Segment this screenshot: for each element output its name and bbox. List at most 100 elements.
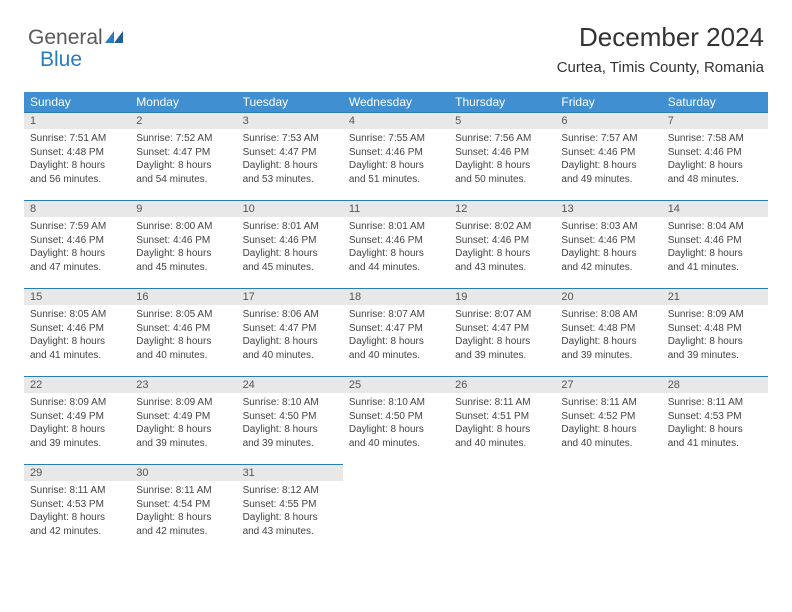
calendar-table: SundayMondayTuesdayWednesdayThursdayFrid… [24,92,768,552]
weekday-header: Tuesday [237,92,343,112]
daylight-line1: Daylight: 8 hours [30,423,124,437]
sunrise-line: Sunrise: 8:11 AM [561,396,655,410]
sunset-line: Sunset: 4:46 PM [136,322,230,336]
daylight-line2: and 51 minutes. [349,173,443,187]
day-number: 30 [130,464,236,481]
sunrise-line: Sunrise: 8:07 AM [455,308,549,322]
sunrise-line: Sunrise: 8:08 AM [561,308,655,322]
calendar-day-cell: 9Sunrise: 8:00 AMSunset: 4:46 PMDaylight… [130,200,236,288]
daylight-line2: and 39 minutes. [30,437,124,451]
daylight-line1: Daylight: 8 hours [136,511,230,525]
day-details: Sunrise: 7:55 AMSunset: 4:46 PMDaylight:… [343,129,449,188]
calendar-day-cell: 22Sunrise: 8:09 AMSunset: 4:49 PMDayligh… [24,376,130,464]
calendar-day-cell [449,464,555,552]
sunrise-line: Sunrise: 8:07 AM [349,308,443,322]
daylight-line2: and 42 minutes. [561,261,655,275]
weekday-header: Monday [130,92,236,112]
calendar-day-cell: 13Sunrise: 8:03 AMSunset: 4:46 PMDayligh… [555,200,661,288]
daylight-line1: Daylight: 8 hours [349,247,443,261]
daylight-line1: Daylight: 8 hours [136,159,230,173]
day-details: Sunrise: 8:11 AMSunset: 4:53 PMDaylight:… [24,481,130,540]
sunset-line: Sunset: 4:46 PM [561,234,655,248]
daylight-line2: and 44 minutes. [349,261,443,275]
day-details: Sunrise: 8:06 AMSunset: 4:47 PMDaylight:… [237,305,343,364]
calendar-day-cell: 31Sunrise: 8:12 AMSunset: 4:55 PMDayligh… [237,464,343,552]
daylight-line2: and 56 minutes. [30,173,124,187]
day-details: Sunrise: 8:02 AMSunset: 4:46 PMDaylight:… [449,217,555,276]
daylight-line1: Daylight: 8 hours [30,247,124,261]
brand-part2: Blue [40,48,82,72]
daylight-line2: and 48 minutes. [668,173,762,187]
day-number: 11 [343,200,449,217]
calendar-day-cell [343,464,449,552]
daylight-line2: and 42 minutes. [30,525,124,539]
sunrise-line: Sunrise: 7:55 AM [349,132,443,146]
day-number: 9 [130,200,236,217]
day-details: Sunrise: 7:56 AMSunset: 4:46 PMDaylight:… [449,129,555,188]
calendar-week-row: 29Sunrise: 8:11 AMSunset: 4:53 PMDayligh… [24,464,768,552]
daylight-line1: Daylight: 8 hours [136,423,230,437]
day-number: 25 [343,376,449,393]
daylight-line2: and 40 minutes. [561,437,655,451]
day-details: Sunrise: 7:51 AMSunset: 4:48 PMDaylight:… [24,129,130,188]
calendar-day-cell: 10Sunrise: 8:01 AMSunset: 4:46 PMDayligh… [237,200,343,288]
sunset-line: Sunset: 4:46 PM [561,146,655,160]
day-number: 1 [24,112,130,129]
day-number: 17 [237,288,343,305]
calendar-week-row: 15Sunrise: 8:05 AMSunset: 4:46 PMDayligh… [24,288,768,376]
sunset-line: Sunset: 4:47 PM [455,322,549,336]
sunset-line: Sunset: 4:51 PM [455,410,549,424]
sunrise-line: Sunrise: 8:11 AM [455,396,549,410]
day-number: 20 [555,288,661,305]
day-number: 18 [343,288,449,305]
sunrise-line: Sunrise: 8:02 AM [455,220,549,234]
empty-day [343,464,449,480]
day-number: 12 [449,200,555,217]
daylight-line2: and 54 minutes. [136,173,230,187]
calendar-day-cell: 21Sunrise: 8:09 AMSunset: 4:48 PMDayligh… [662,288,768,376]
day-details: Sunrise: 8:07 AMSunset: 4:47 PMDaylight:… [343,305,449,364]
sunset-line: Sunset: 4:46 PM [455,234,549,248]
calendar-location: Curtea, Timis County, Romania [557,59,764,76]
daylight-line1: Daylight: 8 hours [561,335,655,349]
daylight-line1: Daylight: 8 hours [30,511,124,525]
sunrise-line: Sunrise: 7:57 AM [561,132,655,146]
day-number: 27 [555,376,661,393]
daylight-line1: Daylight: 8 hours [455,247,549,261]
sunset-line: Sunset: 4:46 PM [349,234,443,248]
calendar-day-cell [555,464,661,552]
sunrise-line: Sunrise: 8:01 AM [349,220,443,234]
day-details: Sunrise: 8:01 AMSunset: 4:46 PMDaylight:… [343,217,449,276]
day-number: 8 [24,200,130,217]
calendar-day-cell: 28Sunrise: 8:11 AMSunset: 4:53 PMDayligh… [662,376,768,464]
calendar-day-cell: 7Sunrise: 7:58 AMSunset: 4:46 PMDaylight… [662,112,768,200]
daylight-line2: and 50 minutes. [455,173,549,187]
day-number: 16 [130,288,236,305]
calendar-day-cell: 27Sunrise: 8:11 AMSunset: 4:52 PMDayligh… [555,376,661,464]
daylight-line2: and 47 minutes. [30,261,124,275]
sunrise-line: Sunrise: 7:51 AM [30,132,124,146]
day-details: Sunrise: 8:12 AMSunset: 4:55 PMDaylight:… [237,481,343,540]
day-details: Sunrise: 8:05 AMSunset: 4:46 PMDaylight:… [24,305,130,364]
daylight-line1: Daylight: 8 hours [668,247,762,261]
daylight-line1: Daylight: 8 hours [30,335,124,349]
sunset-line: Sunset: 4:54 PM [136,498,230,512]
sunset-line: Sunset: 4:47 PM [136,146,230,160]
day-details: Sunrise: 8:10 AMSunset: 4:50 PMDaylight:… [237,393,343,452]
sunrise-line: Sunrise: 8:06 AM [243,308,337,322]
sunset-line: Sunset: 4:46 PM [349,146,443,160]
day-details: Sunrise: 7:53 AMSunset: 4:47 PMDaylight:… [237,129,343,188]
daylight-line1: Daylight: 8 hours [243,423,337,437]
day-details: Sunrise: 8:10 AMSunset: 4:50 PMDaylight:… [343,393,449,452]
daylight-line1: Daylight: 8 hours [455,423,549,437]
daylight-line1: Daylight: 8 hours [136,335,230,349]
calendar-day-cell: 2Sunrise: 7:52 AMSunset: 4:47 PMDaylight… [130,112,236,200]
daylight-line2: and 53 minutes. [243,173,337,187]
sunrise-line: Sunrise: 8:11 AM [136,484,230,498]
calendar-day-cell: 12Sunrise: 8:02 AMSunset: 4:46 PMDayligh… [449,200,555,288]
sunset-line: Sunset: 4:46 PM [136,234,230,248]
day-number: 21 [662,288,768,305]
day-details: Sunrise: 8:11 AMSunset: 4:51 PMDaylight:… [449,393,555,452]
calendar-day-cell: 18Sunrise: 8:07 AMSunset: 4:47 PMDayligh… [343,288,449,376]
calendar-day-cell: 4Sunrise: 7:55 AMSunset: 4:46 PMDaylight… [343,112,449,200]
